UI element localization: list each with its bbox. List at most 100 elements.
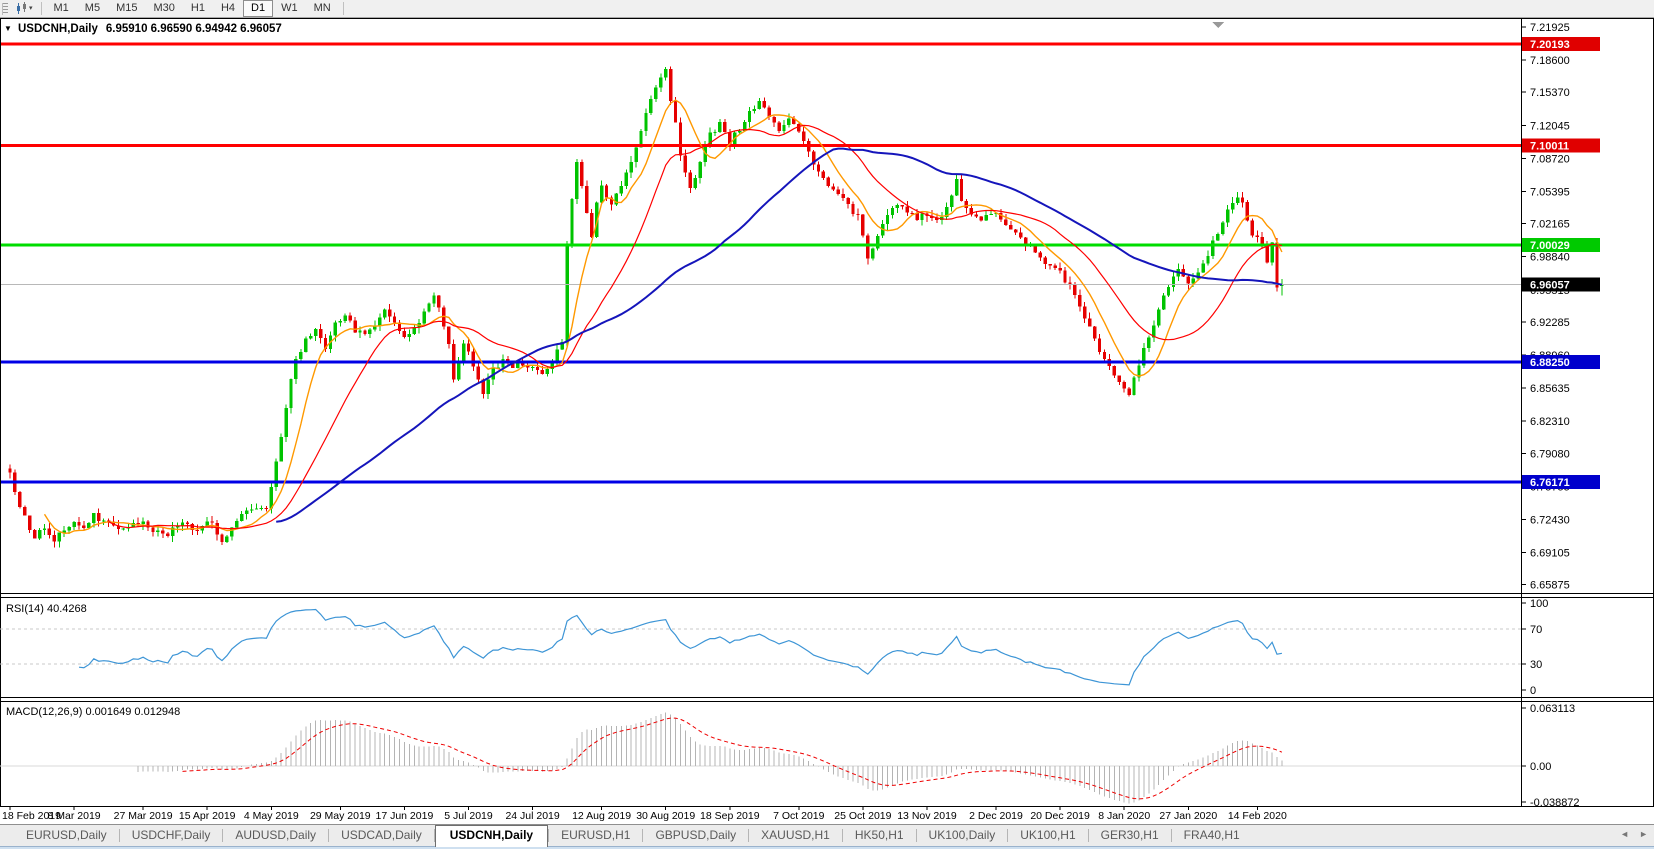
price-badge: [1522, 37, 1600, 52]
date-label: 29 May 2019: [310, 810, 371, 822]
date-label: 13 Nov 2019: [897, 810, 957, 822]
price-tick-label: 7.08720: [1530, 153, 1570, 165]
price-badge-label: 6.96057: [1530, 279, 1570, 291]
macd-tick-label: 0.00: [1530, 761, 1551, 773]
date-label: 5 Jul 2019: [444, 810, 493, 822]
timeframe-button-M15[interactable]: M15: [116, 2, 138, 14]
price-badge: [1522, 237, 1600, 252]
price-tick-label: 6.72430: [1530, 515, 1570, 527]
date-label: 25 Oct 2019: [834, 810, 891, 822]
date-label: 17 Jun 2019: [375, 810, 433, 822]
date-label: 7 Oct 2019: [773, 810, 825, 822]
date-label: 14 Feb 2020: [1228, 810, 1287, 822]
timeframe-toolbar: ▾ M1 M5 M15 M30 H1 H4 D1 W1 MN: [0, 0, 1654, 18]
price-tick-label: 7.15370: [1530, 87, 1570, 99]
price-badge: [1522, 277, 1600, 292]
chart-tab-bar: EURUSD,Daily USDCHF,Daily AUDUSD,Daily USDC…: [0, 824, 1654, 847]
tab-scroll-left-icon[interactable]: ◄: [1620, 829, 1630, 839]
tab-uk100-daily[interactable]: UK100,Daily: [928, 828, 996, 842]
date-label: 2 Dec 2019: [969, 810, 1023, 822]
timeframe-button-M5[interactable]: M5: [84, 2, 101, 14]
tab-xauusd-h1[interactable]: XAUUSD,H1: [761, 828, 830, 842]
tab-separator: [548, 829, 550, 842]
tab-ger30-h1[interactable]: GER30,H1: [1100, 828, 1159, 842]
rsi-tick-label: 0: [1530, 685, 1536, 697]
toolbar-separator: [342, 2, 344, 15]
tab-fra40-h1[interactable]: FRA40,H1: [1183, 828, 1240, 842]
tab-separator: [841, 829, 843, 842]
price-badge: [1522, 355, 1600, 370]
chart-title: USDCNH,Daily 6.95910 6.96590 6.94942 6.96…: [18, 23, 282, 35]
tab-usdchf-daily[interactable]: USDCHF,Daily: [131, 828, 211, 842]
tab-separator: [118, 829, 120, 842]
price-badge-label: 6.76171: [1530, 477, 1570, 489]
date-label: 4 May 2019: [244, 810, 299, 822]
price-tick-label: 7.02165: [1530, 219, 1570, 231]
price-tick-label: 7.05395: [1530, 187, 1570, 199]
price-tick-label: 6.69105: [1530, 548, 1570, 560]
price-tick-label: 6.92285: [1530, 317, 1570, 329]
tab-gbpusd-daily[interactable]: GBPUSD,Daily: [655, 828, 737, 842]
price-badge-label: 7.20193: [1530, 39, 1570, 51]
tab-usdcad-daily[interactable]: USDCAD,Daily: [341, 828, 422, 842]
price-tick-label: 6.82310: [1530, 416, 1570, 428]
price-tick-label: 7.18600: [1530, 55, 1570, 67]
price-badge-label: 7.00029: [1530, 240, 1570, 252]
tab-scroll-controls: ◄ ►: [1620, 829, 1648, 839]
timeframe-buttons: M1 M5 M15 M30 H1 H4 D1 W1 MN: [46, 0, 339, 17]
date-label: 27 Jan 2020: [1159, 810, 1217, 822]
timeframe-button-D1[interactable]: D1: [243, 0, 274, 17]
toolbar-grip-handle[interactable]: [2, 2, 8, 15]
tab-separator: [1087, 829, 1089, 842]
chevron-down-icon: ▾: [29, 5, 33, 12]
date-label: 18 Feb 2019: [2, 810, 61, 822]
timeframe-button-H4[interactable]: H4: [220, 2, 236, 14]
timeframe-button-MN[interactable]: MN: [313, 2, 331, 14]
price-tick-label: 7.12045: [1530, 120, 1570, 132]
chart-background: [0, 18, 1654, 824]
tab-audusd-daily[interactable]: AUDUSD,Daily: [235, 828, 317, 842]
date-label: 8 Jan 2020: [1098, 810, 1150, 822]
macd-tick-label: 0.063113: [1530, 703, 1575, 715]
tab-separator: [1170, 829, 1172, 842]
rsi-tick-label: 70: [1530, 624, 1542, 636]
price-tick-label: 6.65875: [1530, 580, 1570, 592]
timeframe-button-M30[interactable]: M30: [153, 2, 175, 14]
chart-canvas[interactable]: 7.21925 7.18600 7.15370 7.12045 7.08720 7.053…: [0, 18, 1654, 824]
chart-tabs: EURUSD,Daily USDCHF,Daily AUDUSD,Daily USDC…: [14, 825, 1252, 847]
symbol-dropdown-icon: ▼: [4, 24, 12, 33]
tab-scroll-right-icon[interactable]: ►: [1639, 829, 1648, 839]
timeframe-button-M1[interactable]: M1: [53, 2, 69, 14]
tab-separator: [915, 829, 917, 842]
tab-usdcnh-daily[interactable]: USDCNH,Daily: [434, 825, 549, 847]
tab-separator: [328, 829, 330, 842]
macd-label: MACD(12,26,9) 0.001649 0.012948: [6, 706, 180, 718]
macd-signal-line: [182, 717, 1283, 800]
candlestick-chart-icon: [17, 2, 26, 14]
tab-separator: [433, 829, 435, 842]
rsi-tick-label: 100: [1530, 598, 1548, 610]
toolbar-separator: [40, 2, 42, 15]
rsi-tick-label: 30: [1530, 659, 1542, 671]
price-tick-label: 6.98840: [1530, 252, 1570, 264]
price-badge-label: 7.10011: [1530, 141, 1569, 153]
price-tick-label: 6.79080: [1530, 448, 1570, 460]
date-label: 15 Apr 2019: [179, 810, 236, 822]
rsi-label: RSI(14) 40.4268: [6, 603, 87, 615]
tab-hk50-h1[interactable]: HK50,H1: [854, 828, 904, 842]
tab-eurusd-daily[interactable]: EURUSD,Daily: [26, 828, 107, 842]
tab-eurusd-h1[interactable]: EURUSD,H1: [561, 828, 631, 842]
price-tick-label: 7.21925: [1530, 22, 1570, 34]
price-badge: [1522, 138, 1600, 153]
date-label: 20 Dec 2019: [1030, 810, 1090, 822]
chart-type-icon[interactable]: ▾: [11, 2, 37, 15]
tab-separator: [222, 829, 224, 842]
timeframe-button-H1[interactable]: H1: [190, 2, 205, 14]
price-badge: [1522, 475, 1600, 490]
tab-uk100-h1[interactable]: UK100,H1: [1020, 828, 1076, 842]
tab-separator: [748, 829, 750, 842]
timeframe-button-W1[interactable]: W1: [281, 2, 298, 14]
moving-average-line: [43, 99, 1283, 535]
price-tick-label: 6.85635: [1530, 383, 1570, 395]
